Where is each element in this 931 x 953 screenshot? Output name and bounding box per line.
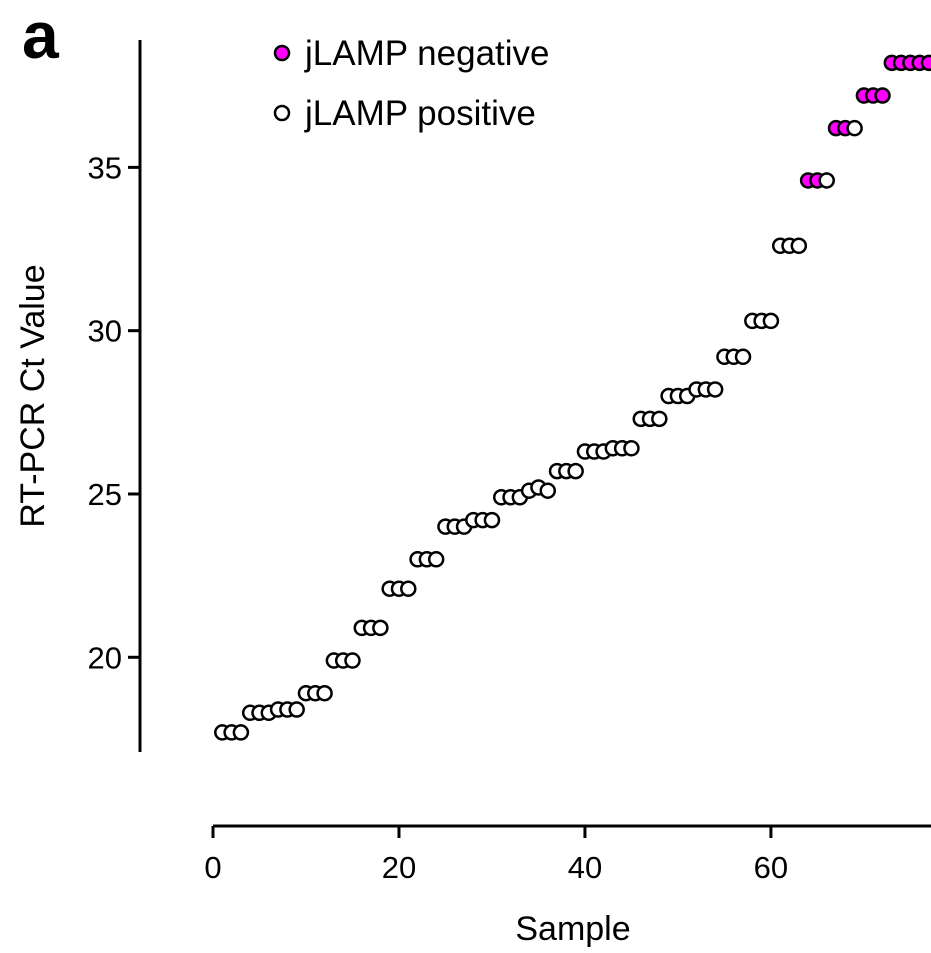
data-point-positive bbox=[651, 410, 668, 428]
x-axis-title: Sample bbox=[515, 910, 630, 948]
data-point-positive bbox=[400, 580, 417, 597]
data-point-positive bbox=[316, 684, 333, 702]
legend-marker-positive bbox=[273, 104, 291, 122]
data-point-positive bbox=[846, 119, 863, 137]
data-point-negative bbox=[874, 87, 891, 104]
y-axis-title: RT-PCR Ct Value bbox=[14, 264, 52, 527]
data-point-positive bbox=[483, 511, 501, 529]
y-tick-label: 30 bbox=[88, 314, 122, 349]
y-tick-label: 20 bbox=[88, 640, 122, 675]
data-point-positive bbox=[232, 724, 250, 741]
x-axis-ticks: 0 20 40 60 bbox=[204, 826, 788, 885]
data-points bbox=[214, 54, 931, 741]
data-point-positive bbox=[734, 348, 752, 366]
x-tick-label: 20 bbox=[382, 850, 416, 885]
data-point-positive bbox=[372, 619, 389, 637]
data-point-positive bbox=[288, 701, 305, 718]
data-point-negative bbox=[920, 54, 931, 72]
data-point-positive bbox=[790, 237, 808, 255]
data-point-positive bbox=[762, 312, 780, 330]
data-point-positive bbox=[427, 551, 445, 568]
data-point-positive bbox=[623, 440, 640, 457]
y-tick-label: 25 bbox=[88, 477, 122, 512]
data-point-positive bbox=[706, 381, 724, 398]
data-point-positive bbox=[567, 462, 584, 480]
data-point-positive bbox=[344, 652, 361, 669]
panel-letter: a bbox=[22, 0, 60, 72]
x-tick-label: 0 bbox=[204, 850, 221, 885]
data-point-positive bbox=[539, 482, 557, 499]
legend-marker-negative bbox=[273, 44, 291, 62]
x-tick-label: 40 bbox=[568, 850, 602, 885]
data-point-positive bbox=[818, 172, 835, 189]
y-axis-ticks: 20 25 30 35 bbox=[88, 150, 140, 675]
y-tick-label: 35 bbox=[88, 150, 122, 185]
legend-label-positive: jLAMP positive bbox=[304, 94, 536, 133]
legend-label-negative: jLAMP negative bbox=[304, 34, 550, 73]
x-tick-label: 60 bbox=[754, 850, 788, 885]
legend: jLAMP negative jLAMP positive bbox=[273, 34, 550, 133]
